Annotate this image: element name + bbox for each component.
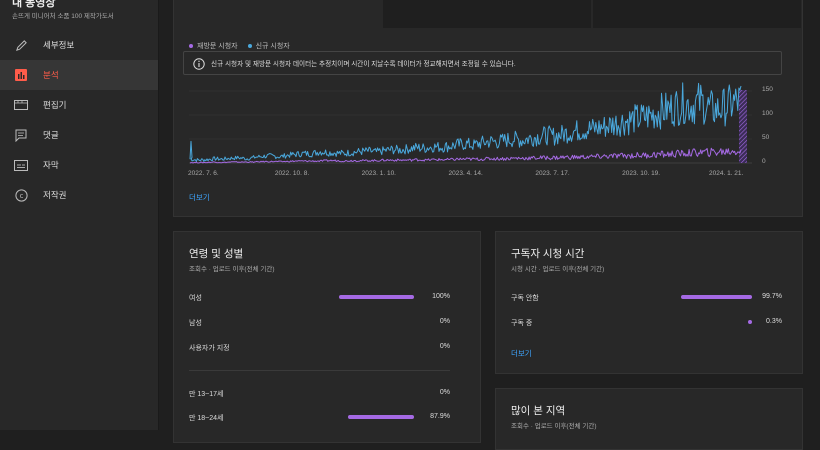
x-tick-label: 2023. 4. 14. [448,170,483,177]
metric-tile [383,0,591,28]
legend-returning: 재방문 시청자 [189,41,238,51]
row-label: 사용자가 지정 [189,345,230,352]
row-label: 구독 안함 [511,295,539,302]
row-label: 구독 중 [511,320,533,327]
analytics-icon [14,68,28,82]
incomplete-data-band [739,90,747,163]
info-icon [193,57,205,70]
x-tick-label: 2023. 10. 19. [622,170,661,177]
svg-text:c: c [19,192,23,200]
video-subtitle: 손뜨게 미니어처 소품 100 제작가도서 [12,13,114,20]
notice-text: 신규 시청자 및 재방문 시청자 데이터는 추정치이며 시간이 지날수록 데이터… [211,61,516,68]
row-label: 여성 [189,295,202,302]
row-value: 0.3% [766,318,782,325]
x-tick-label: 2022. 7. 6. [188,170,219,177]
subscriber-watch-title: 구독자 시청 시간 [511,248,585,260]
sidebar-item-comments[interactable]: 댓글 [0,120,158,150]
sidebar-item-label: 분석 [43,70,59,80]
sidebar-item-subtitles[interactable]: 자막 [0,150,158,180]
series-line-returning-viewers [189,147,742,164]
sidebar-item-label: 댓글 [43,130,59,140]
percent-bar-fill [748,320,752,324]
percent-bar [339,391,414,395]
row-value: 99.7% [762,293,782,300]
series-line-new-viewers [189,82,742,162]
y-tick-label: 150 [762,86,773,93]
sidebar-item-label: 편집기 [43,100,67,110]
copyright-icon: c [14,188,28,202]
percent-bar [339,415,414,419]
divider [189,370,450,371]
x-tick-label: 2024. 1. 21. [709,170,744,177]
x-tick-label: 2023. 1. 10. [361,170,396,177]
sidebar-item-analytics[interactable]: 분석 [0,60,158,90]
subscriber-watch-card [495,231,803,374]
film-icon [14,98,28,112]
row-value: 100% [432,293,450,300]
x-tick-label: 2023. 7. 17. [535,170,570,177]
row-label: 남성 [189,320,202,327]
chart-more-link[interactable]: 더보기 [189,193,210,202]
subtitles-icon [14,158,28,172]
percent-bar [681,295,752,299]
sidebar: 내 동영상 손뜨게 미니어처 소품 100 제작가도서 세부정보 분석 편집기 … [0,0,159,430]
sidebar-item-details[interactable]: 세부정보 [0,30,158,60]
pencil-icon [14,38,28,52]
row-value: 0% [439,389,450,396]
subscriber-watch-subtitle: 시청 시간 · 업로드 이후(전체 기간) [511,266,605,273]
sidebar-item-label: 세부정보 [43,40,75,50]
row-label: 만 13~17세 [189,391,224,398]
sidebar-item-editor[interactable]: 편집기 [0,90,158,120]
audience-chart-card [173,0,803,217]
legend-dot [189,44,193,49]
x-tick-label: 2022. 10. 8. [274,170,310,177]
top-regions-card [495,388,803,450]
sidebar-item-label: 저작권 [43,190,67,200]
top-regions-subtitle: 조회수 · 업로드 이후(전체 기간) [511,423,597,430]
subscriber-more-link[interactable]: 더보기 [511,349,532,358]
percent-bar [339,295,414,299]
chart-legend: 재방문 시청자 신규 시청자 [189,41,290,51]
age-gender-subtitle: 조회수 · 업로드 이후(전체 기간) [189,266,275,273]
sidebar-item-copyright[interactable]: c 저작권 [0,180,158,210]
row-value: 0% [439,318,450,325]
data-notice: 신규 시청자 및 재방문 시청자 데이터는 추정치이며 시간이 지날수록 데이터… [183,51,782,75]
row-value: 0% [439,343,450,350]
percent-bar [339,320,414,324]
legend-dot [247,44,252,49]
audience-line-chart [189,82,752,164]
percent-bar-fill [348,415,414,419]
row-value: 87.9% [430,413,450,420]
row-label: 만 18~24세 [189,415,224,422]
comment-icon [14,128,28,142]
percent-bar [681,320,752,324]
percent-bar-fill [339,295,414,299]
y-tick-label: 0 [762,158,766,165]
percent-bar-fill [681,295,752,299]
metric-tile [593,0,801,28]
legend-new: 신규 시청자 [247,41,290,51]
y-tick-label: 100 [762,110,773,117]
video-title: 내 동영상 [12,0,56,9]
y-tick-label: 50 [762,134,770,141]
top-regions-title: 많이 본 지역 [511,405,566,417]
age-gender-card [173,231,481,443]
age-gender-title: 연령 및 성별 [189,248,244,260]
percent-bar [339,345,414,349]
sidebar-item-label: 자막 [43,160,59,170]
